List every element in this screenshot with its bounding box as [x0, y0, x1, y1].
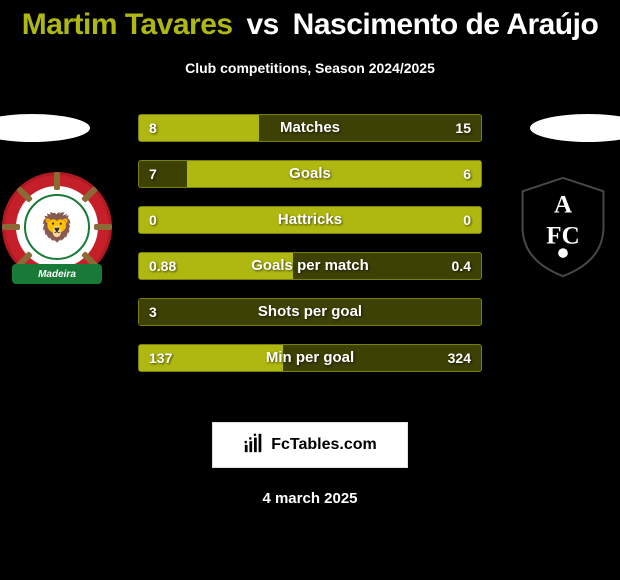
svg-text:FC: FC [546, 222, 579, 249]
versus-text: vs [246, 8, 278, 41]
viseu-badge: A FC [513, 174, 613, 280]
stat-value-left: 8 [139, 115, 167, 141]
stat-label: Matches [139, 115, 481, 141]
club-logo-right: A FC [508, 172, 618, 282]
branding-text: FcTables.com [271, 436, 377, 454]
date-text: 4 march 2025 [0, 490, 620, 507]
stat-value-left: 137 [139, 345, 182, 371]
stat-label: Goals [139, 161, 481, 187]
svg-text:A: A [554, 192, 572, 219]
lion-icon: 🦁 [24, 194, 90, 260]
left-panel: 🦁 Madeira [0, 114, 120, 282]
club-logo-left: 🦁 Madeira [2, 172, 112, 282]
stat-label: Goals per match [139, 253, 481, 279]
stat-row: Shots per goal3 [138, 298, 482, 326]
comparison-area: 🦁 Madeira A FC Matches8 15 Goals7 6 Hattrick… [0, 114, 620, 404]
stat-label: Hattricks [139, 207, 481, 233]
stat-value-right: 324 [438, 345, 481, 371]
stat-value-right: 15 [445, 115, 481, 141]
branding-logo-icon [243, 432, 265, 459]
player1-silhouette [0, 114, 90, 142]
stat-row: Matches8 15 [138, 114, 482, 142]
stat-value-right: 0.4 [442, 253, 481, 279]
stat-value-left: 0.88 [139, 253, 186, 279]
player2-name: Nascimento de Araújo [293, 8, 599, 41]
maritimo-badge: 🦁 Madeira [2, 172, 112, 282]
stat-value-left: 0 [139, 207, 167, 233]
stat-value-right: 6 [453, 161, 481, 187]
stat-row: Goals per match0.88 0.4 [138, 252, 482, 280]
stat-value-left: 3 [139, 299, 167, 325]
stat-row: Hattricks0 0 [138, 206, 482, 234]
stat-label: Shots per goal [139, 299, 481, 325]
club-banner-text: Madeira [12, 264, 102, 284]
stat-bars: Matches8 15 Goals7 6 Hattricks0 0 Goals per ma… [138, 114, 482, 372]
stat-value-left: 7 [139, 161, 167, 187]
branding-box[interactable]: FcTables.com [212, 422, 408, 468]
stat-row: Min per goal137 324 [138, 344, 482, 372]
title-row: Martim Tavares vs Nascimento de Araújo [0, 0, 620, 46]
subtitle-text: Club competitions, Season 2024/2025 [0, 60, 620, 76]
right-panel: A FC [500, 114, 620, 282]
player2-silhouette [530, 114, 620, 142]
stat-value-right: 0 [453, 207, 481, 233]
stat-label: Min per goal [139, 345, 481, 371]
stat-row: Goals7 6 [138, 160, 482, 188]
player1-name: Martim Tavares [22, 8, 233, 41]
